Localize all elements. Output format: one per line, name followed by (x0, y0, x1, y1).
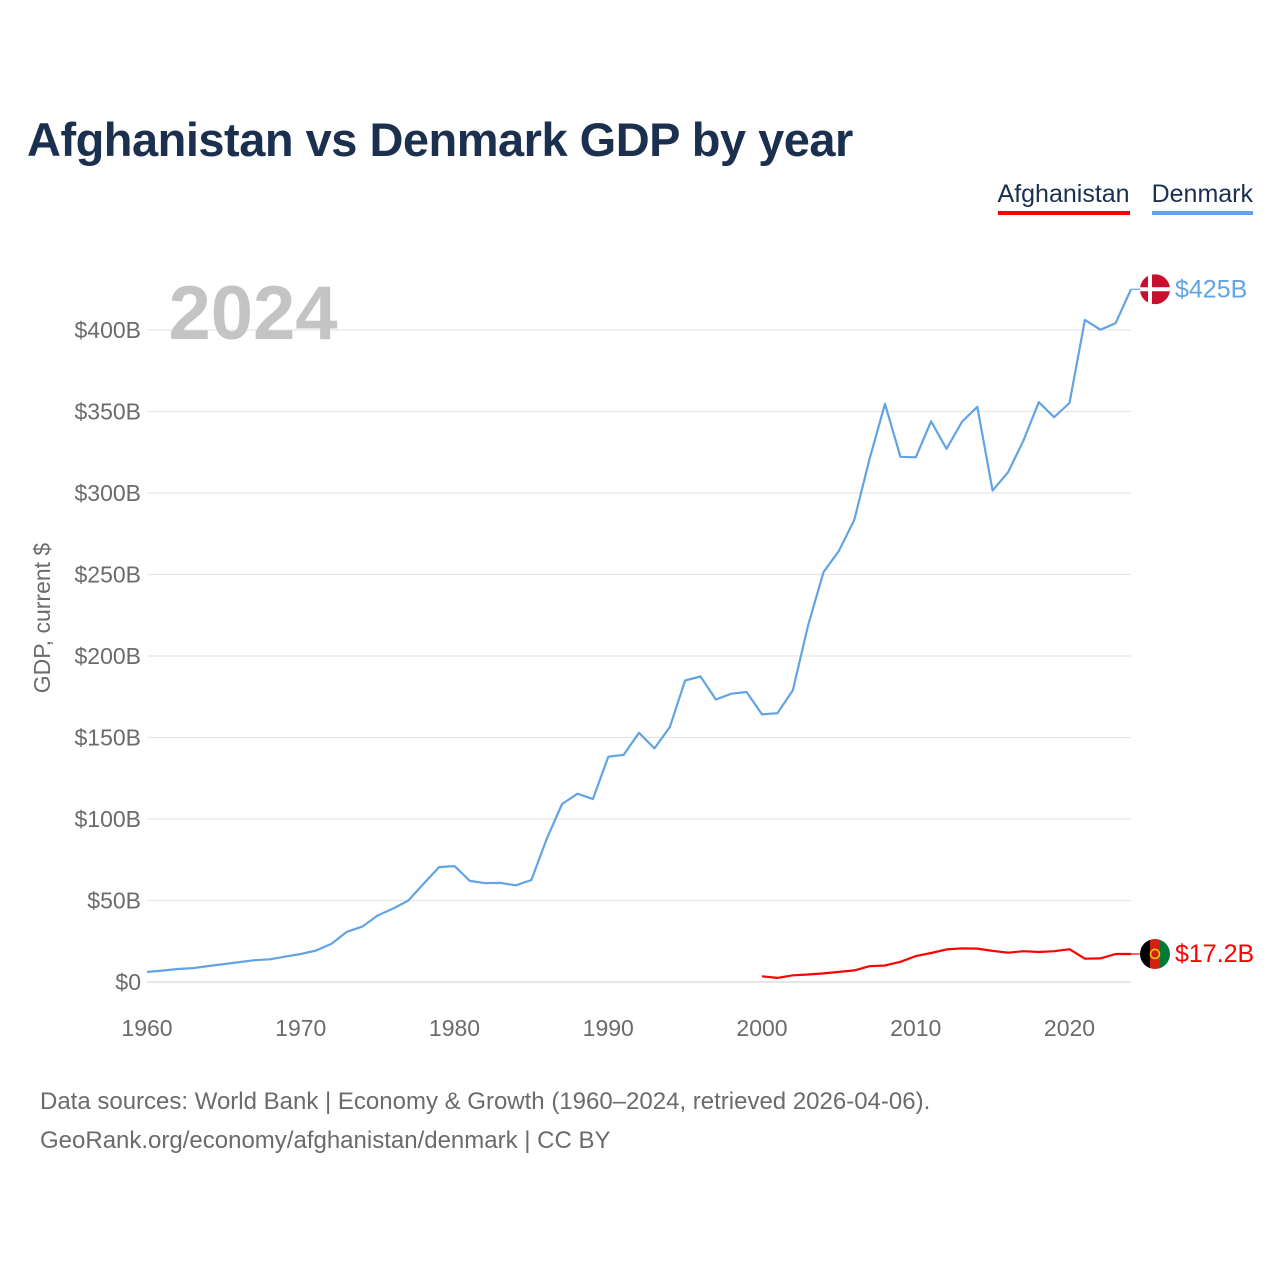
flag-cross-horizontal (1140, 287, 1170, 292)
x-tick-label: 1980 (429, 1015, 480, 1041)
end-label-afghanistan: $17.2B (1175, 940, 1254, 968)
legend-item-afghanistan[interactable]: Afghanistan (997, 180, 1130, 215)
y-tick-label: $0 (115, 969, 141, 995)
x-tick-label: 2010 (890, 1015, 941, 1041)
y-axis-ticks: $0 $50B $100B $150B $200B $250B $300B $350B $400… (74, 317, 141, 995)
flag-stripe-black (1140, 938, 1150, 969)
y-tick-label: $400B (74, 317, 141, 343)
footer: Data sources: World Bank | Economy & Gro… (40, 1082, 930, 1160)
y-tick-label: $350B (74, 399, 141, 425)
y-tick-label: $250B (74, 562, 141, 588)
end-markers: $425B $17.2B (1131, 274, 1254, 969)
series-line-denmark (146, 288, 1133, 973)
legend-item-denmark[interactable]: Denmark (1151, 180, 1253, 215)
y-tick-label: $200B (74, 643, 141, 669)
source-url[interactable]: GeoRank.org/economy/afghanistan/denmark … (40, 1127, 611, 1154)
x-tick-label: 1990 (583, 1015, 634, 1041)
x-tick-label: 1970 (275, 1015, 326, 1041)
y-tick-label: $300B (74, 480, 141, 506)
source-note: Data sources: World Bank | Economy & Gro… (40, 1088, 931, 1115)
chart-title: Afghanistan vs Denmark GDP by year (27, 113, 853, 166)
flag-stripe-red (1150, 938, 1160, 969)
flag-stripe-green (1160, 938, 1170, 969)
afghanistan-flag-icon (1140, 938, 1170, 969)
x-tick-label: 2020 (1044, 1015, 1095, 1041)
line-chart: 2024 $0 $50B $100B $150B $200B $250B $300B $350… (29, 271, 1254, 1041)
y-tick-label: $50B (87, 888, 141, 914)
series-line-afghanistan (761, 947, 1131, 980)
y-tick-label: $100B (74, 806, 141, 832)
gridlines (147, 329, 1131, 983)
end-label-denmark: $425B (1175, 275, 1247, 303)
series-lines (146, 288, 1133, 980)
denmark-flag-icon (1140, 274, 1170, 305)
legend: Afghanistan Denmark (997, 180, 1253, 215)
x-tick-label: 1960 (121, 1015, 172, 1041)
y-axis-label: GDP, current $ (29, 543, 55, 694)
flag-emblem (1149, 948, 1161, 960)
x-axis-ticks: 1960 1970 1980 1990 2000 2010 2020 (121, 1015, 1095, 1041)
x-tick-label: 2000 (736, 1015, 787, 1041)
y-tick-label: $150B (74, 725, 141, 751)
year-label: 2024 (168, 271, 337, 356)
